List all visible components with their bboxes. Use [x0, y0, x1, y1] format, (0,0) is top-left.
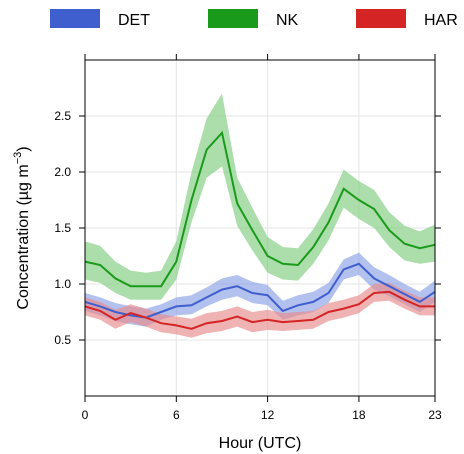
legend-label-det: DET — [118, 12, 150, 29]
x-tick-label: 23 — [428, 408, 442, 422]
legend-swatch-det — [50, 9, 100, 28]
y-tick-label: 2.0 — [54, 165, 71, 179]
y-axis-title-main: Concentration (µg m — [15, 164, 32, 309]
legend-label-har: HAR — [424, 12, 458, 29]
confidence-bands — [85, 93, 435, 338]
legend-swatch-nk — [208, 9, 258, 28]
legend-label-nk: NK — [276, 12, 299, 29]
y-tick-label: 1.5 — [54, 221, 71, 235]
y-axis-title-superscript: −3 — [12, 152, 24, 165]
x-tick-label: 18 — [352, 408, 366, 422]
band-nk — [85, 93, 435, 300]
line-har — [84, 290, 435, 330]
series-lines — [84, 130, 436, 330]
y-axis-title-close: ) — [15, 146, 32, 151]
y-axis-title: Concentration (µg m−3) — [12, 146, 32, 309]
legend-swatch-har — [356, 9, 406, 28]
legend: DET NK HAR — [50, 9, 458, 29]
x-tick-label: 12 — [261, 408, 275, 422]
line-nk — [84, 130, 436, 288]
axis-ticks: 0 6 12 18 23 0.5 1.0 1.5 2.0 2.5 — [54, 54, 442, 422]
x-axis-title: Hour (UTC) — [219, 435, 302, 452]
y-tick-label: 0.5 — [54, 333, 71, 347]
y-tick-label: 1.0 — [54, 277, 71, 291]
y-tick-label: 2.5 — [54, 109, 71, 123]
x-tick-label: 6 — [173, 408, 180, 422]
x-tick-label: 0 — [82, 408, 89, 422]
